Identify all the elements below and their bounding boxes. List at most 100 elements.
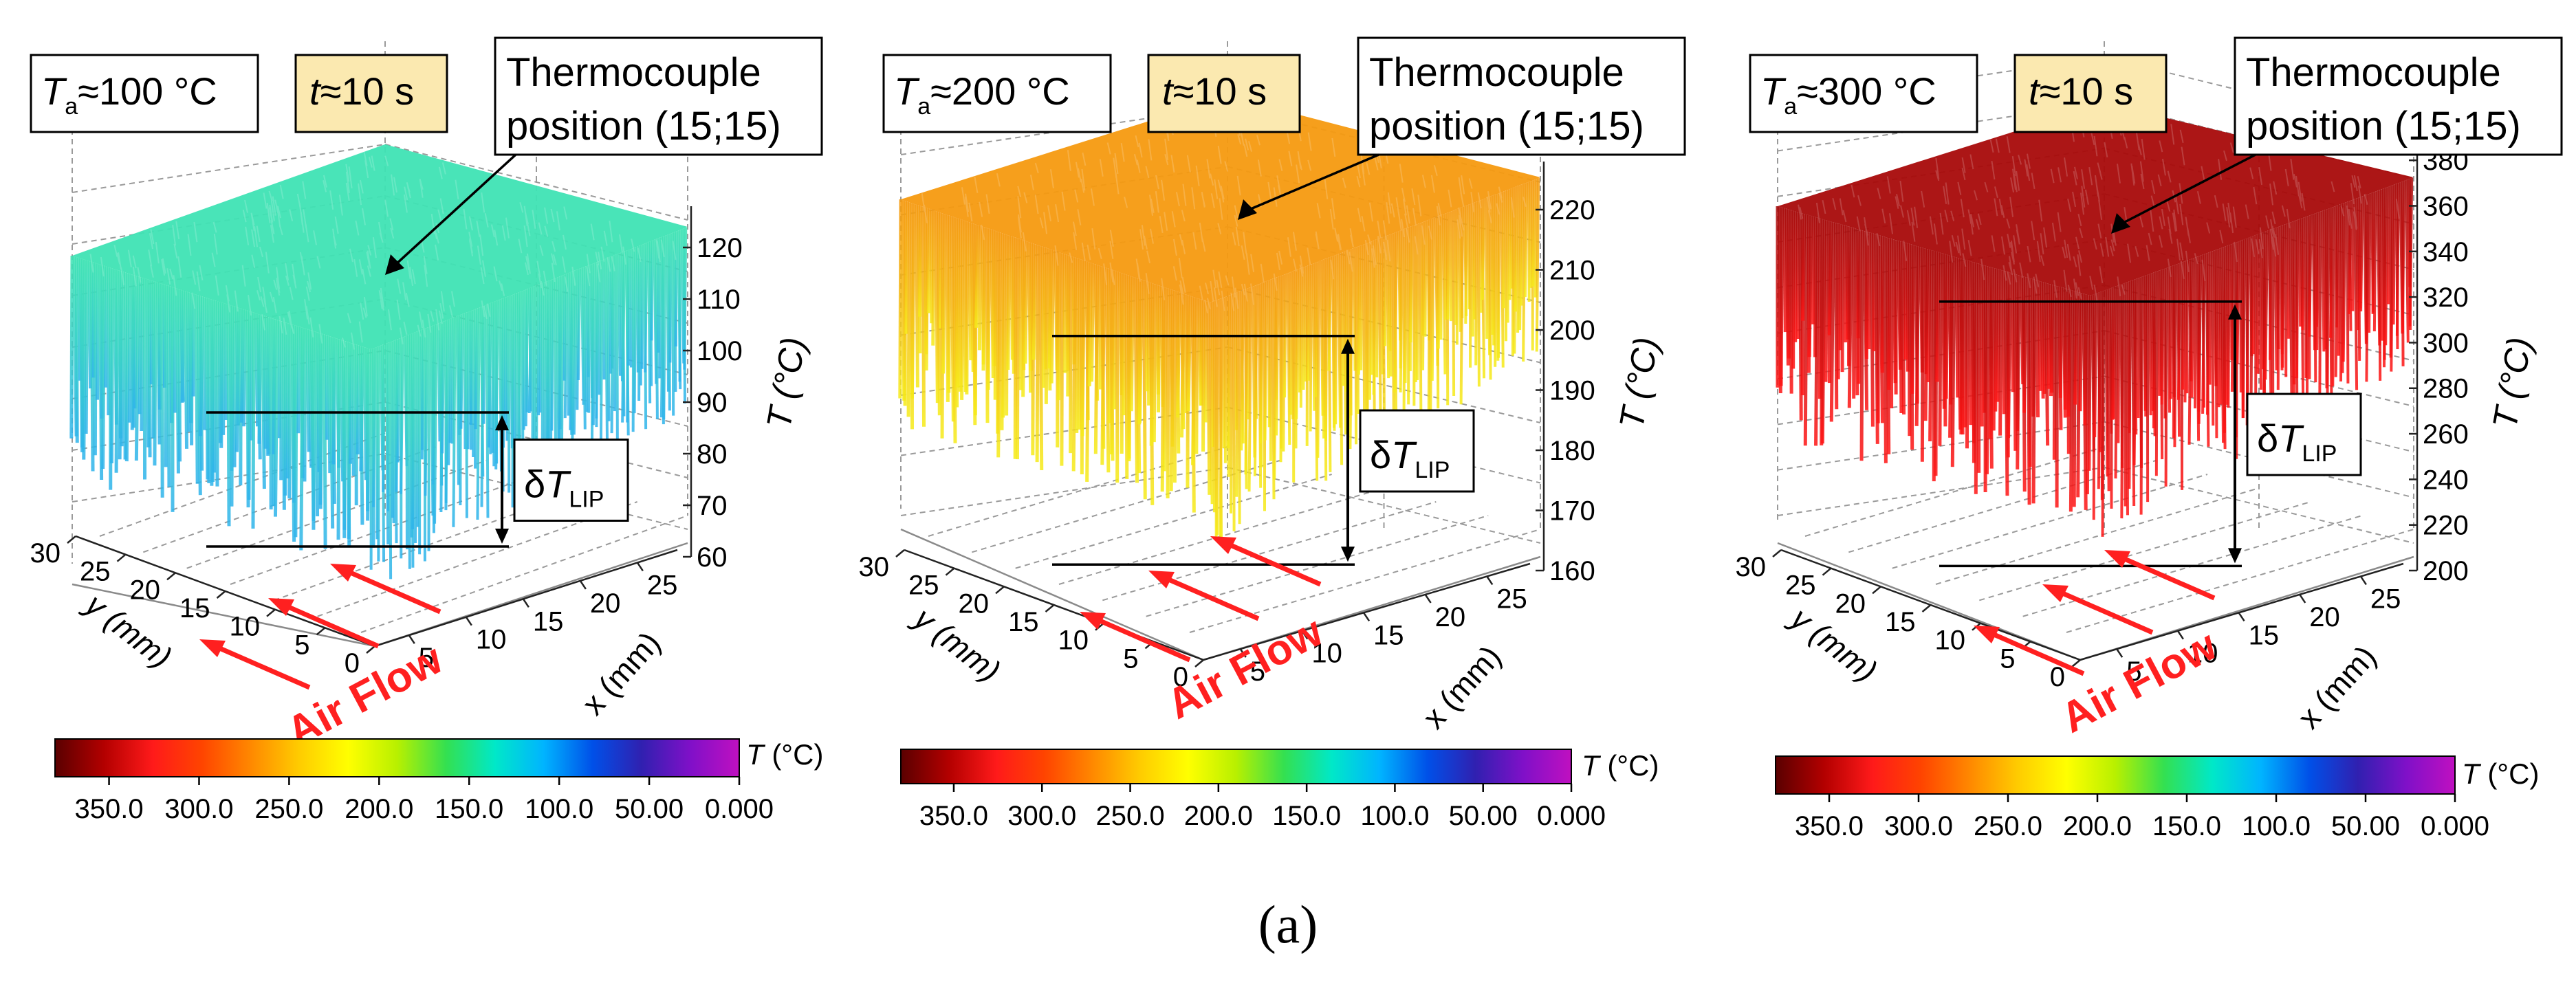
surface-spike bbox=[432, 324, 436, 485]
texture-mark bbox=[1974, 190, 1978, 201]
surface-spike bbox=[2315, 212, 2320, 351]
surface-spike bbox=[2258, 233, 2262, 390]
texture-mark bbox=[2281, 205, 2286, 217]
texture-mark bbox=[1267, 181, 1272, 200]
texture-mark bbox=[1957, 181, 1962, 195]
y-tick-label: 30 bbox=[859, 552, 890, 582]
texture-mark bbox=[1929, 216, 1934, 235]
texture-mark bbox=[2013, 173, 2018, 192]
surface-spike bbox=[1497, 192, 1501, 358]
texture-mark bbox=[268, 190, 273, 201]
texture-mark bbox=[1459, 214, 1463, 237]
surface-spike bbox=[411, 332, 416, 529]
texture-mark bbox=[2271, 225, 2276, 239]
texture-mark bbox=[2179, 129, 2184, 144]
texture-mark bbox=[307, 272, 312, 290]
texture-mark bbox=[2031, 221, 2035, 241]
texture-mark bbox=[1077, 168, 1082, 183]
texture-mark bbox=[1496, 203, 1500, 215]
annotation-line: Thermocouple bbox=[2246, 50, 2501, 95]
surface-spike bbox=[1109, 269, 1115, 455]
texture-mark bbox=[2214, 195, 2218, 208]
surface-spike bbox=[1066, 255, 1071, 397]
grid-line bbox=[1892, 474, 2208, 569]
x-tick-label: 20 bbox=[590, 588, 621, 619]
surface-spike bbox=[569, 271, 574, 430]
texture-mark bbox=[2293, 173, 2297, 188]
texture-mark bbox=[438, 166, 443, 179]
texture-mark bbox=[609, 220, 613, 243]
texture-mark bbox=[270, 200, 275, 221]
texture-mark bbox=[1881, 208, 1886, 224]
surface-spike bbox=[2216, 249, 2220, 408]
texture-mark bbox=[1143, 235, 1148, 250]
surface-spike bbox=[1807, 215, 1813, 357]
texture-mark bbox=[2357, 176, 2361, 189]
texture-mark bbox=[1111, 269, 1115, 285]
y-tick-label: 15 bbox=[179, 593, 210, 623]
texture-mark bbox=[1067, 150, 1071, 171]
texture-mark bbox=[300, 212, 305, 233]
surface-spike bbox=[1247, 287, 1253, 492]
texture-mark bbox=[1387, 192, 1392, 214]
surface-spike bbox=[396, 338, 401, 463]
texture-mark bbox=[996, 173, 1001, 187]
texture-mark bbox=[279, 225, 283, 236]
texture-mark bbox=[1382, 220, 1387, 240]
texture-mark bbox=[1307, 159, 1312, 171]
texture-mark bbox=[1034, 162, 1039, 174]
texture-mark bbox=[100, 256, 105, 277]
texture-mark bbox=[968, 202, 973, 222]
texture-mark bbox=[1402, 198, 1407, 216]
surface-spike bbox=[2365, 194, 2370, 382]
surface-spike bbox=[127, 274, 132, 423]
x-tick-label: 5 bbox=[1250, 656, 1265, 687]
texture-mark bbox=[302, 181, 307, 199]
texture-mark bbox=[2194, 253, 2198, 265]
texture-mark bbox=[244, 199, 248, 213]
texture-mark bbox=[132, 267, 137, 287]
surface-spike bbox=[1315, 262, 1319, 397]
texture-mark bbox=[362, 208, 367, 225]
texture-mark bbox=[2259, 227, 2264, 250]
texture-mark bbox=[1951, 234, 1956, 247]
x-tick-label: 15 bbox=[1373, 620, 1404, 650]
surface-texture bbox=[89, 152, 677, 350]
surface-spike bbox=[448, 318, 453, 443]
surface-spike bbox=[1488, 196, 1492, 380]
surface-spike bbox=[1459, 206, 1465, 405]
texture-mark bbox=[2024, 159, 2029, 177]
colorbar: 350.0 300.0 250.0 200.0 150.0 100.0 50.00 0.000… bbox=[1775, 755, 2539, 841]
surface-spike bbox=[1038, 245, 1044, 470]
texture-mark bbox=[2249, 167, 2254, 179]
texture-mark bbox=[2081, 169, 2086, 189]
x-tick-label: 25 bbox=[647, 570, 678, 600]
z-tick-label: 280 bbox=[2423, 374, 2469, 404]
surface-spike bbox=[212, 300, 217, 473]
texture-mark bbox=[2075, 236, 2080, 250]
colorbar-tick-label: 350.0 bbox=[74, 794, 143, 824]
surface-spike bbox=[487, 302, 492, 448]
surface-spike bbox=[2152, 272, 2157, 429]
texture-mark bbox=[358, 321, 363, 343]
y-tick-label: 30 bbox=[30, 538, 61, 568]
surface-spike bbox=[1476, 201, 1481, 387]
grid-line bbox=[900, 467, 1228, 516]
texture-mark bbox=[1401, 219, 1406, 238]
time-box: t≈10 s bbox=[2013, 54, 2168, 133]
texture-mark bbox=[1989, 139, 1994, 153]
surface-spike bbox=[1006, 235, 1011, 370]
surface-spike bbox=[2123, 283, 2127, 507]
surface-spike bbox=[2262, 231, 2267, 419]
texture-mark bbox=[1468, 178, 1473, 189]
grid-line bbox=[1189, 529, 1541, 633]
texture-mark bbox=[2395, 199, 2400, 219]
texture-mark bbox=[256, 225, 261, 243]
surface-spike bbox=[1511, 187, 1515, 356]
surface-spike bbox=[1015, 238, 1020, 460]
x-tick bbox=[579, 580, 587, 590]
texture-mark bbox=[1221, 290, 1225, 311]
texture-mark bbox=[1961, 157, 1966, 173]
surface-spike bbox=[659, 236, 665, 418]
surface-spike bbox=[1827, 221, 1833, 335]
